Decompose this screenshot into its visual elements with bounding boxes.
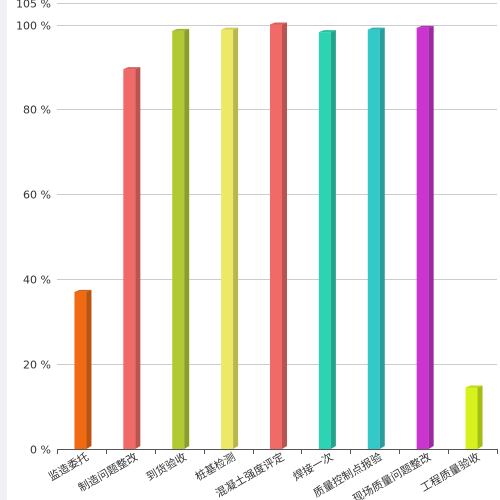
bar-front [465, 387, 478, 449]
bar-top [221, 27, 239, 30]
x-category-label: 到货验收 [144, 449, 189, 483]
bar-top [367, 27, 385, 30]
y-tick-label: 105 % [16, 0, 51, 11]
y-tick-label: 20 % [23, 359, 51, 372]
bar-side [233, 27, 239, 450]
bar-side [86, 289, 92, 449]
x-axis [57, 449, 498, 454]
y-tick-label: 60 % [23, 189, 51, 202]
bar-front [172, 30, 185, 450]
bar [270, 22, 287, 449]
x-category-label: 现场质量问题整改 [350, 449, 433, 500]
bar-side [282, 22, 287, 449]
bar-top [172, 28, 190, 31]
bars [74, 22, 483, 450]
bar-front [221, 29, 234, 450]
bar [74, 289, 92, 449]
bar-side [135, 67, 141, 449]
bar-top [270, 22, 287, 25]
bar-front [367, 29, 380, 450]
bar-front [318, 32, 331, 450]
bar-side [477, 385, 483, 449]
bar [123, 67, 141, 449]
y-tick-label: 40 % [23, 274, 51, 287]
bar-top [416, 25, 434, 28]
y-tick-label: 80 % [23, 104, 51, 117]
bar [318, 30, 336, 450]
bar-top [465, 385, 483, 388]
y-tick-label: 0 % [30, 444, 51, 457]
bar-side [428, 25, 434, 450]
y-axis-ticks: 0 % 20 % 40 % 60 % 80 % 100 % 105 % [16, 0, 51, 457]
y-tick-label: 100 % [16, 20, 51, 33]
bar-side [330, 30, 336, 450]
bar-front [416, 27, 429, 450]
bar-top [318, 30, 336, 33]
bar [416, 25, 434, 450]
left-strip [0, 0, 7, 500]
bar-top [123, 67, 141, 70]
bar-front [123, 69, 136, 449]
bar-top [74, 289, 92, 292]
bar [367, 27, 385, 450]
bar-front [270, 24, 282, 449]
bar-front [74, 291, 87, 449]
bar-side [379, 27, 385, 450]
bar [465, 385, 483, 449]
bar [172, 28, 190, 450]
bar [221, 27, 239, 450]
bar-side [184, 28, 190, 450]
